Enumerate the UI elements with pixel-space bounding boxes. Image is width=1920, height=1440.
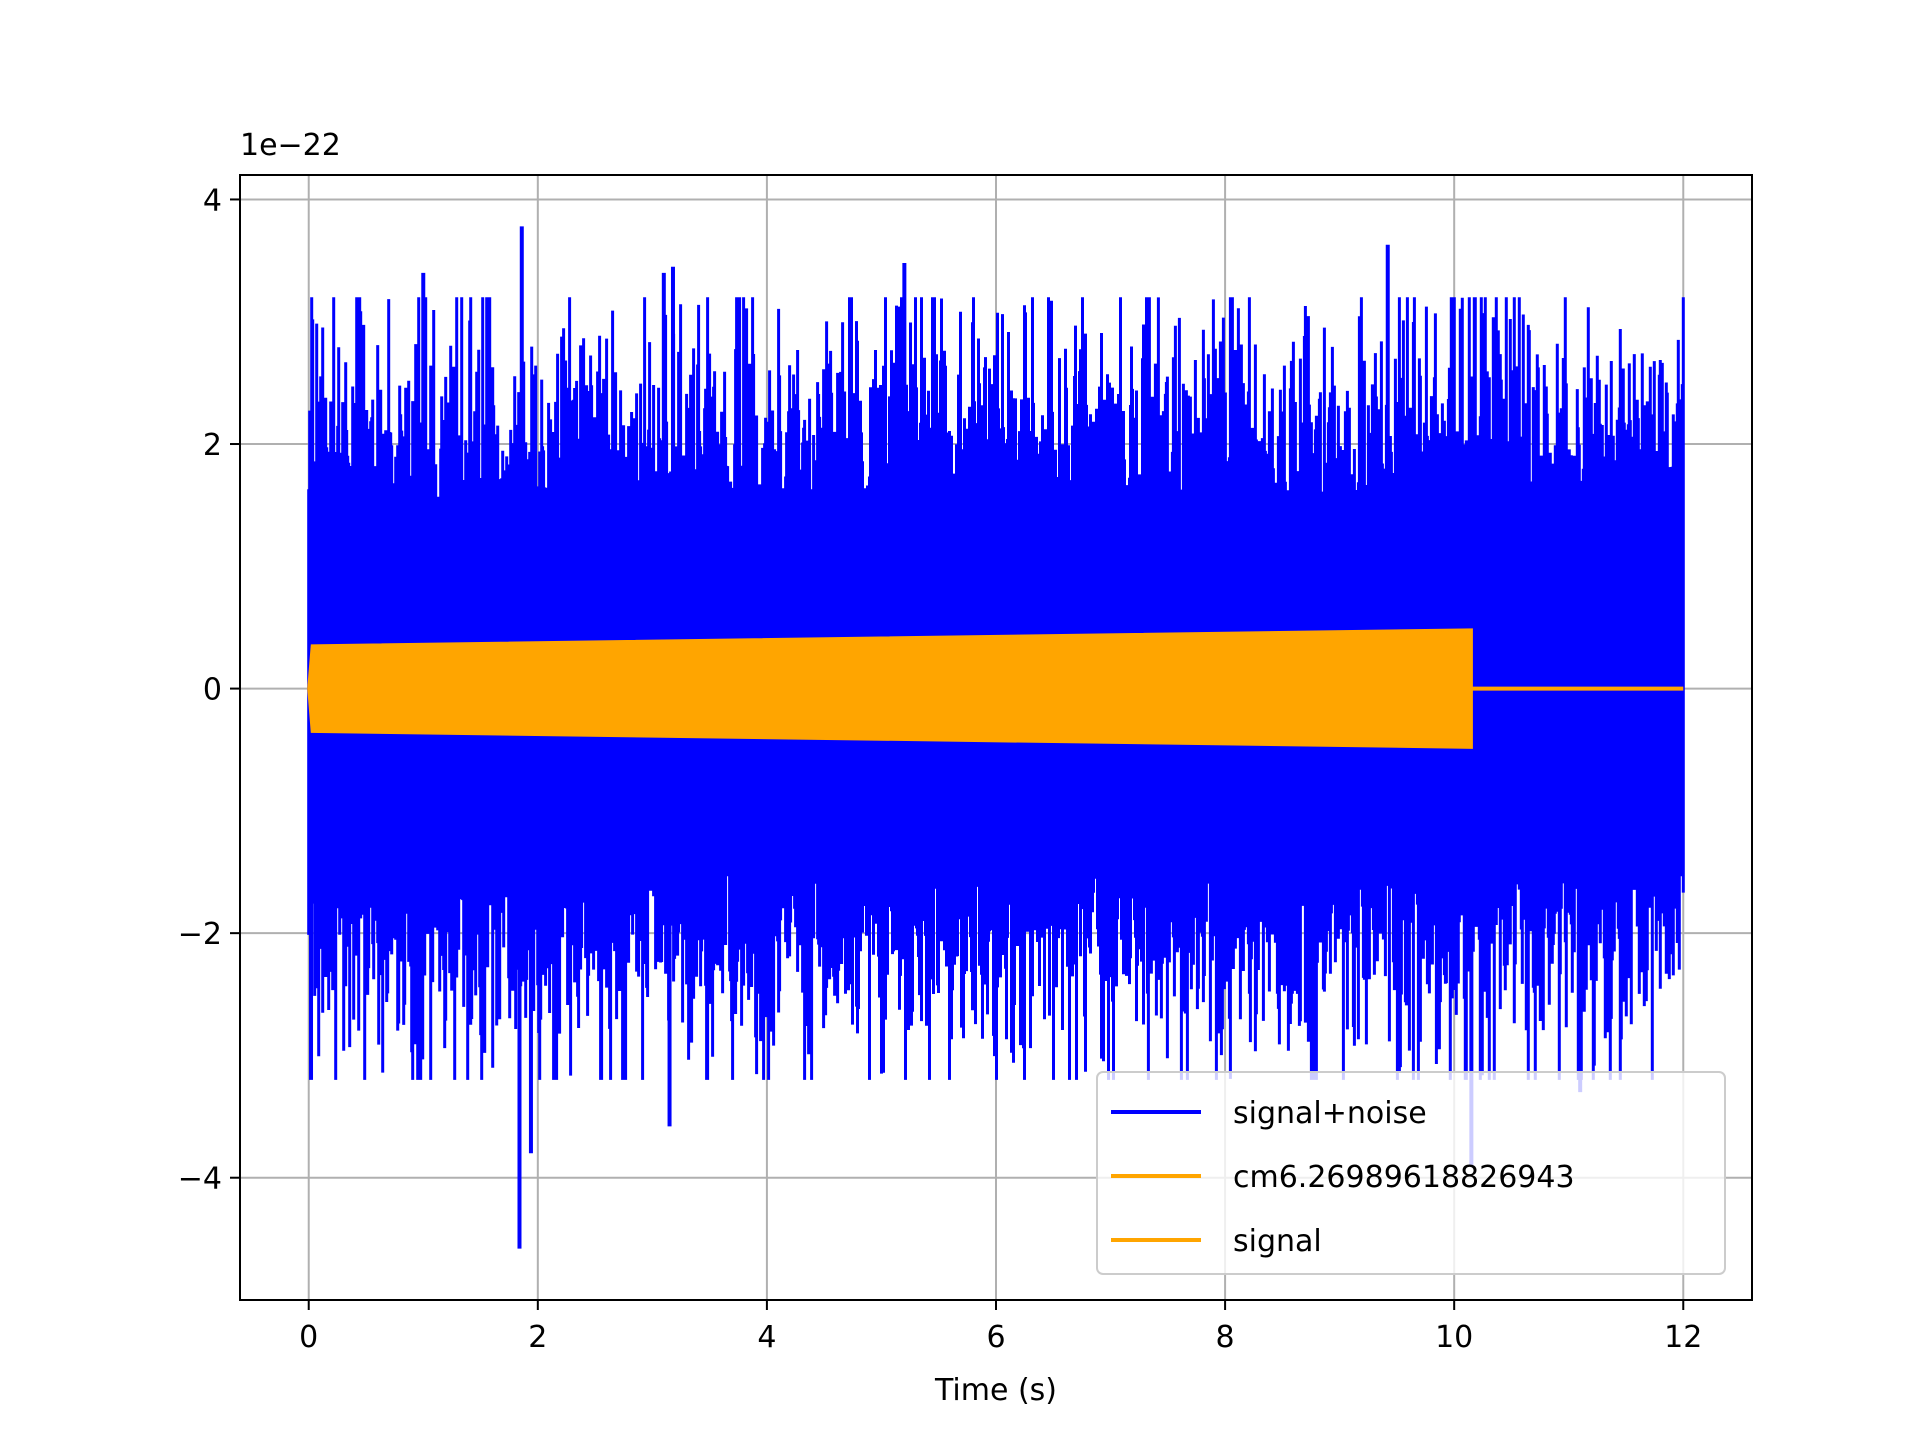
legend-label-2: signal [1233, 1224, 1322, 1259]
y-offset-label: 1e−22 [240, 128, 341, 163]
x-axis-ticks: 0 2 4 6 8 10 12 [299, 1300, 1702, 1355]
x-tick-label-1: 2 [528, 1320, 547, 1355]
y-tick-label-3: 2 [203, 428, 222, 463]
legend: signal+noise cm6.26989618826943 signal [1096, 1071, 1726, 1275]
legend-label-0: signal+noise [1233, 1096, 1427, 1131]
x-tick-label-0: 0 [299, 1320, 318, 1355]
cm-envelope [307, 628, 1473, 749]
y-axis-ticks: −4 −2 0 2 4 [178, 183, 240, 1197]
y-tick-label-1: −2 [178, 917, 222, 952]
legend-label-1: cm6.26989618826943 [1233, 1160, 1575, 1195]
x-tick-label-5: 10 [1435, 1320, 1473, 1355]
x-tick-label-6: 12 [1664, 1320, 1702, 1355]
y-tick-label-0: −4 [178, 1162, 222, 1197]
legend-box [1096, 1071, 1726, 1275]
series-cm [307, 628, 1473, 749]
x-tick-label-2: 4 [757, 1320, 776, 1355]
y-tick-label-2: 0 [203, 673, 222, 708]
y-tick-label-4: 4 [203, 183, 222, 218]
x-tick-label-3: 6 [986, 1320, 1005, 1355]
x-axis-label: Time (s) [934, 1373, 1057, 1408]
x-tick-label-4: 8 [1216, 1320, 1235, 1355]
